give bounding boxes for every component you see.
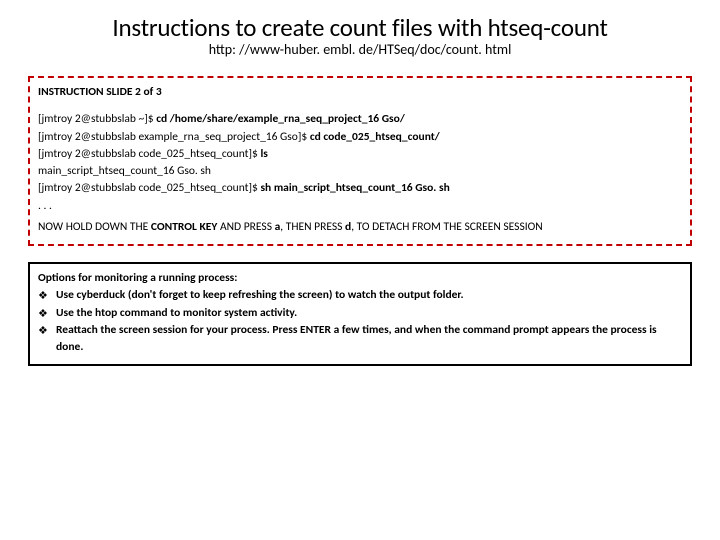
option-text: Reattach the screen session for your pro… [56, 322, 682, 357]
options-heading: Options for monitoring a running process… [38, 270, 682, 287]
slide-container: Instructions to create count files with … [0, 0, 720, 366]
options-list: ❖Use cyberduck (don't forget to keep ref… [38, 287, 682, 356]
options-box: Options for monitoring a running process… [28, 262, 692, 366]
prompt-text: [jmtroy 2@stubbslab ~]$ [38, 112, 156, 126]
command-text: ls [260, 147, 267, 161]
prompt-text: [jmtroy 2@stubbslab code_025_htseq_count… [38, 147, 260, 161]
command-text: sh main_script_htseq_count_16 Gso. sh [260, 181, 449, 195]
option-item: ❖Use cyberduck (don't forget to keep ref… [38, 287, 682, 304]
option-text: Use cyberduck (don't forget to keep refr… [56, 287, 682, 304]
slide-label: INSTRUCTION SLIDE 2 of 3 [38, 84, 682, 101]
option-text: Use the htop command to monitor system a… [56, 305, 682, 322]
detach-instruction: NOW HOLD DOWN THE CONTROL KEY AND PRESS … [38, 219, 682, 236]
option-item: ❖Reattach the screen session for your pr… [38, 322, 682, 357]
prompt-text: . . . [38, 199, 52, 213]
bullet-icon: ❖ [38, 287, 56, 304]
command-text: cd /home/share/example_rna_seq_project_1… [156, 112, 405, 126]
instruction-box: INSTRUCTION SLIDE 2 of 3 [jmtroy 2@stubb… [28, 76, 692, 246]
command-lines: [jmtroy 2@stubbslab ~]$ cd /home/share/e… [38, 111, 682, 215]
page-subtitle: http: //www-huber. embl. de/HTSeq/doc/co… [28, 41, 692, 58]
command-text: cd code_025_htseq_count/ [310, 130, 440, 144]
command-line: [jmtroy 2@stubbslab example_rna_seq_proj… [38, 129, 682, 146]
bullet-icon: ❖ [38, 305, 56, 322]
page-title: Instructions to create count files with … [28, 12, 692, 43]
bullet-icon: ❖ [38, 322, 56, 339]
prompt-text: main_script_htseq_count_16 Gso. sh [38, 164, 211, 178]
command-line: main_script_htseq_count_16 Gso. sh [38, 163, 682, 180]
command-line: . . . [38, 198, 682, 215]
option-item: ❖Use the htop command to monitor system … [38, 305, 682, 322]
command-line: [jmtroy 2@stubbslab code_025_htseq_count… [38, 180, 682, 197]
prompt-text: [jmtroy 2@stubbslab code_025_htseq_count… [38, 181, 260, 195]
command-line: [jmtroy 2@stubbslab code_025_htseq_count… [38, 146, 682, 163]
prompt-text: [jmtroy 2@stubbslab example_rna_seq_proj… [38, 130, 310, 144]
command-line: [jmtroy 2@stubbslab ~]$ cd /home/share/e… [38, 111, 682, 128]
